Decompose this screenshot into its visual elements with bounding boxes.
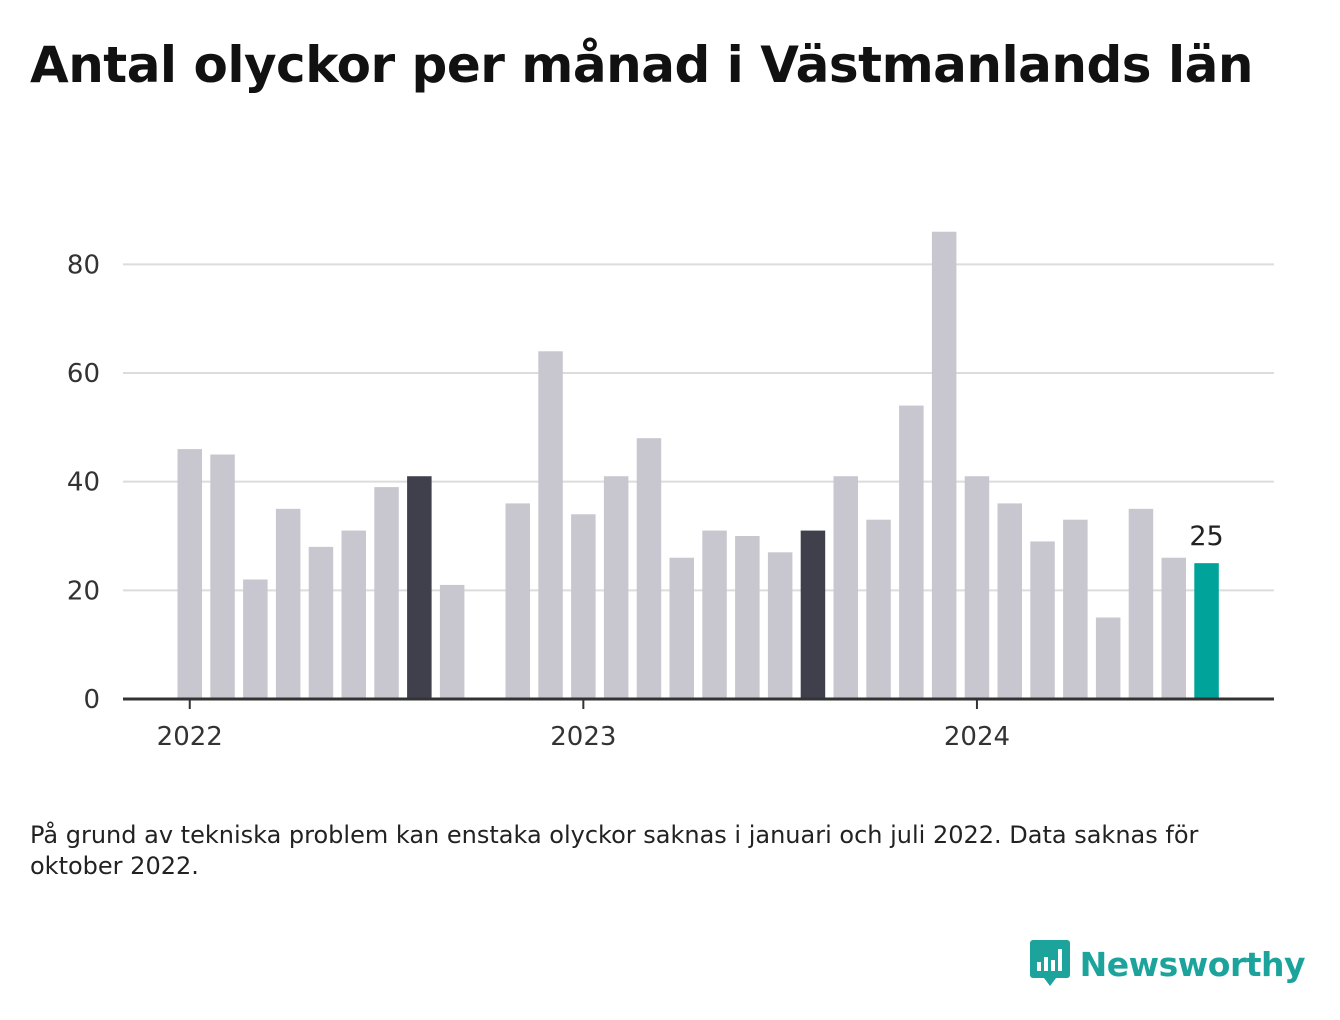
bar	[505, 503, 530, 699]
bar	[1095, 617, 1121, 699]
bar	[603, 476, 629, 699]
bar	[1030, 541, 1055, 699]
y-tick-label: 20	[67, 576, 100, 606]
bar	[800, 530, 826, 699]
bar	[866, 519, 891, 699]
bar	[735, 536, 760, 699]
bar	[308, 546, 334, 699]
x-axis-ticks: 2022 2023 2024	[157, 699, 1010, 752]
bar-chart: 0 20 40 60 80 25 2022 2023 2024	[67, 231, 1274, 752]
bar	[702, 530, 727, 699]
bar	[538, 351, 563, 699]
y-tick-label: 40	[67, 468, 100, 498]
chart-title: Antal olyckor per månad i Västmanlands l…	[30, 36, 1253, 94]
bar	[931, 231, 957, 699]
bar	[374, 487, 399, 699]
bar	[767, 552, 793, 699]
data-labels: 25	[1189, 521, 1223, 552]
bar	[1161, 557, 1186, 699]
y-tick-label: 80	[67, 250, 100, 280]
bar	[275, 508, 301, 699]
brand-logo: Newsworthy	[1029, 940, 1306, 988]
bar	[210, 454, 235, 699]
bar	[833, 476, 858, 699]
y-tick-label: 60	[67, 359, 100, 389]
x-tick-label: 2023	[550, 722, 616, 752]
bar	[997, 503, 1022, 699]
bar	[177, 449, 202, 699]
newsworthy-logo-icon	[1029, 940, 1070, 986]
bar	[1128, 508, 1154, 699]
y-axis-tick-labels: 0 20 40 60 80	[67, 250, 100, 715]
y-tick-label: 0	[83, 685, 100, 715]
bar	[571, 514, 596, 699]
bar	[899, 405, 924, 699]
brand-name: Newsworthy	[1079, 944, 1306, 984]
bar	[407, 476, 432, 699]
bar	[964, 476, 990, 699]
bar	[636, 438, 662, 699]
bar	[243, 579, 268, 699]
bar	[1063, 519, 1088, 699]
bar	[669, 557, 694, 699]
bar	[1194, 563, 1219, 699]
footnote: På grund av tekniska problem kan enstaka…	[30, 821, 1199, 880]
x-tick-label: 2024	[944, 722, 1010, 752]
bar	[439, 584, 465, 699]
bar	[341, 530, 366, 699]
data-label: 25	[1189, 521, 1223, 552]
x-tick-label: 2022	[157, 722, 223, 752]
bars	[177, 231, 1219, 699]
